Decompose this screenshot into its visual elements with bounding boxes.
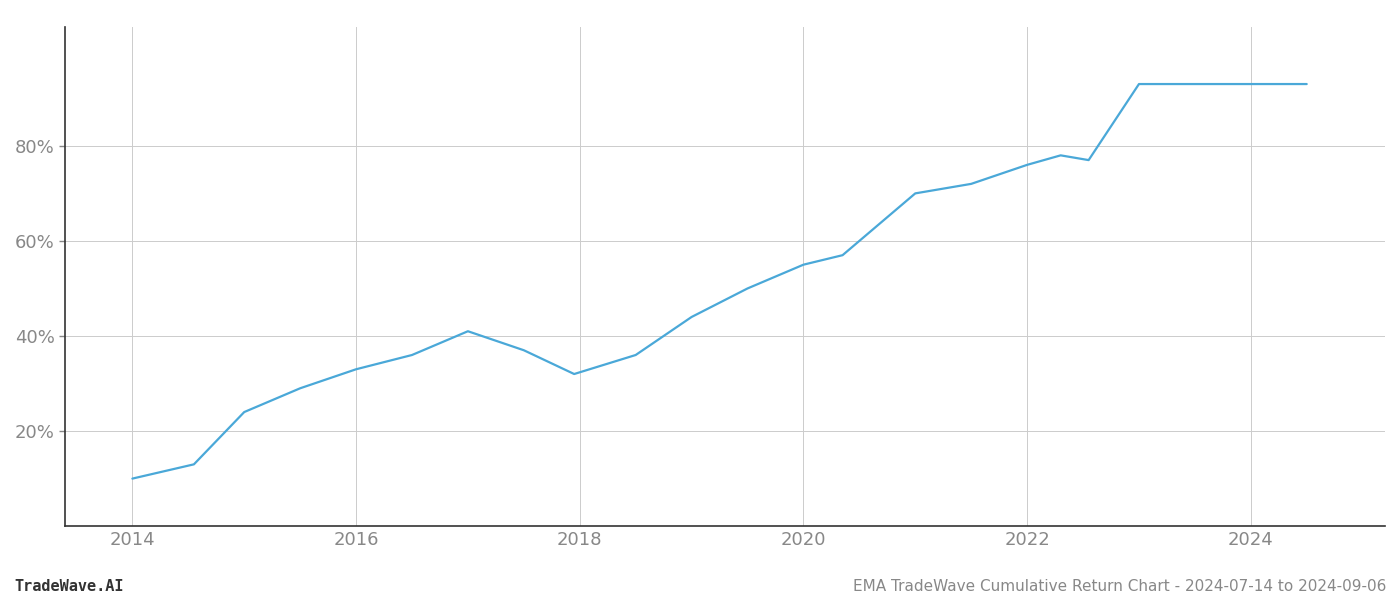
Text: EMA TradeWave Cumulative Return Chart - 2024-07-14 to 2024-09-06: EMA TradeWave Cumulative Return Chart - … — [853, 579, 1386, 594]
Text: TradeWave.AI: TradeWave.AI — [14, 579, 123, 594]
